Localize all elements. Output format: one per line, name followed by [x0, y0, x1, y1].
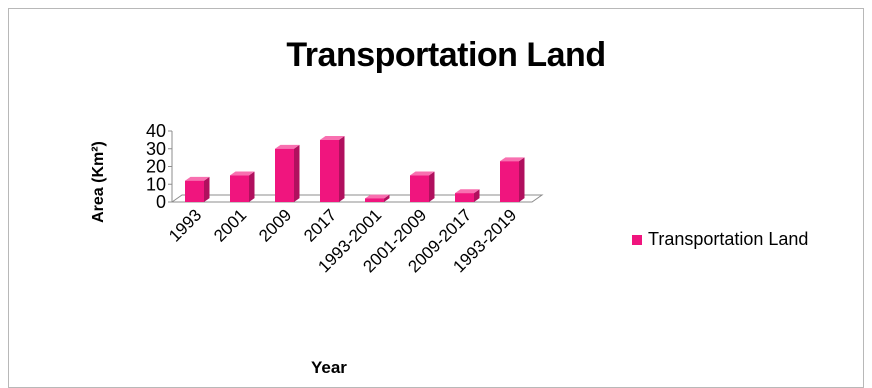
y-tick-label: 30 — [146, 139, 166, 159]
bar — [500, 161, 519, 202]
bar-top — [500, 157, 525, 162]
bar-top — [230, 171, 255, 176]
bar-side — [429, 171, 435, 202]
y-tick-label: 10 — [146, 174, 166, 194]
y-tick-label: 40 — [146, 121, 166, 141]
x-axis-label: Year — [311, 358, 347, 377]
bar-top — [410, 171, 435, 176]
bar-top — [365, 194, 390, 199]
y-tick-label: 20 — [146, 157, 166, 177]
bar — [410, 175, 429, 202]
y-tick-label: 0 — [156, 192, 166, 212]
bar-top — [455, 189, 480, 194]
legend: Transportation Land — [632, 229, 808, 250]
bar-side — [474, 189, 480, 202]
bar — [365, 198, 384, 202]
bar-side — [249, 171, 255, 202]
legend-label: Transportation Land — [648, 229, 809, 249]
bar-top — [275, 144, 300, 149]
plot-floor — [170, 194, 544, 203]
x-tick-label: 1993 — [165, 205, 205, 245]
chart-title: Transportation Land — [286, 36, 606, 74]
bar-top — [320, 136, 345, 140]
bar-top — [185, 176, 210, 181]
bar — [230, 175, 249, 202]
bar — [455, 193, 474, 202]
bar-side — [204, 176, 210, 202]
bar-side — [519, 157, 525, 202]
x-tick-label: 2017 — [300, 205, 340, 245]
legend-swatch — [632, 234, 642, 245]
bar-side — [294, 144, 300, 202]
bar — [275, 148, 294, 202]
bar — [320, 139, 339, 202]
x-tick-label: 2001 — [210, 205, 250, 245]
bar-side — [384, 194, 390, 202]
x-tick-label: 2009 — [255, 205, 295, 245]
bar — [185, 180, 204, 202]
bar-side — [339, 136, 345, 202]
